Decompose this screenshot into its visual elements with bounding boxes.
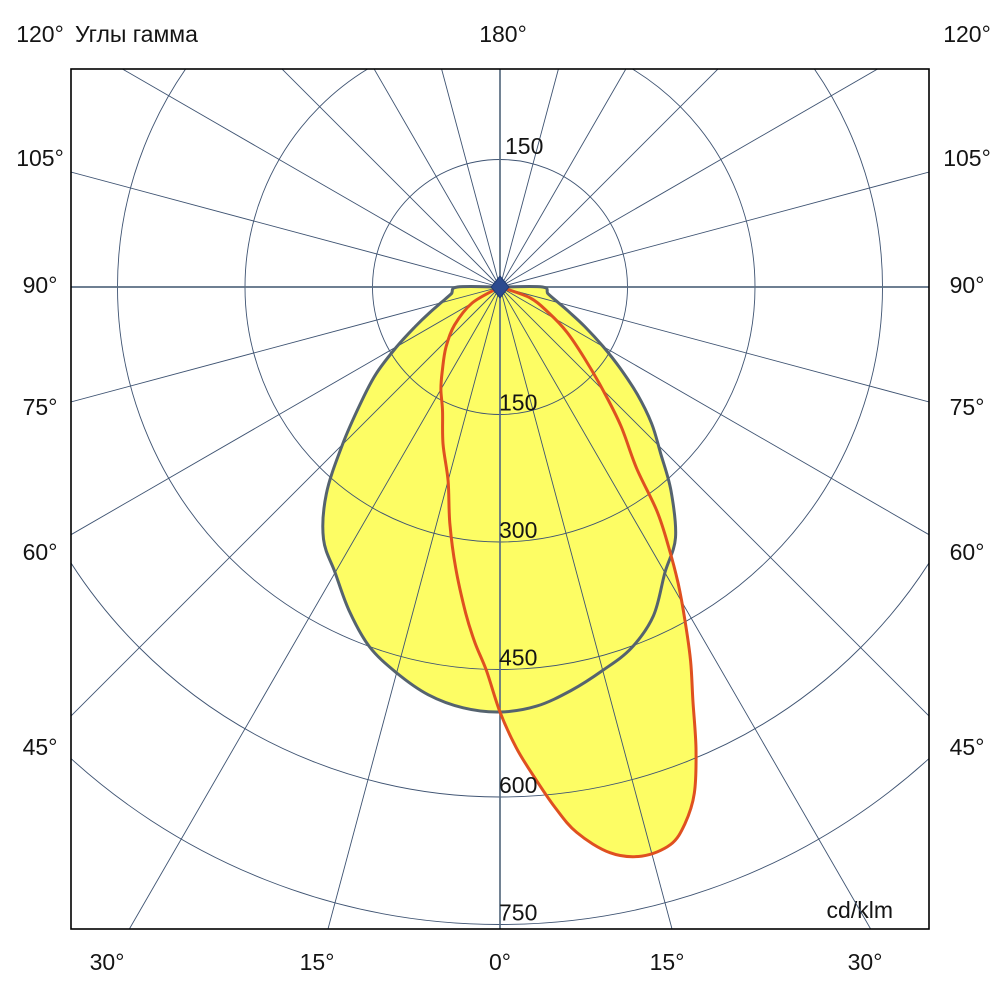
curve-2-red-fill [440, 287, 697, 857]
grid-ray [499, 69, 719, 288]
gamma-label-left: 75° [23, 394, 58, 420]
curve-1-blue-outline [321, 285, 678, 714]
gamma-label-left: 60° [23, 539, 58, 565]
gamma-label-right: 45° [950, 734, 985, 760]
center-marker [490, 275, 510, 299]
grid-ray [499, 286, 929, 403]
ring-label: 600 [499, 772, 537, 798]
gamma-label-left: 120° [16, 21, 64, 47]
grid-ray [71, 286, 501, 403]
gamma-label-top: 180° [479, 21, 527, 47]
gamma-label-bottom: 15° [650, 949, 685, 975]
grid-ray [373, 69, 501, 288]
gamma-label-right: 120° [943, 21, 991, 47]
gamma-label-right: 75° [950, 394, 985, 420]
grid-ray [327, 286, 501, 929]
grid-ray [121, 69, 501, 288]
grid-ray [499, 286, 929, 717]
chart-title: Углы гамма [75, 21, 198, 47]
gamma-label-bottom: 30° [90, 949, 125, 975]
grid-ray [71, 171, 501, 288]
gamma-label-bottom: 0° [489, 949, 511, 975]
gamma-label-bottom: 30° [848, 949, 883, 975]
grid-ray [499, 171, 929, 288]
ring-label: 750 [499, 900, 537, 926]
grid-ray [71, 286, 501, 717]
curve-2-red-outline [439, 285, 698, 859]
grid-ray [499, 69, 627, 288]
ring-label: 450 [499, 645, 537, 671]
plot-border [70, 68, 930, 930]
gamma-label-left: 45° [23, 734, 58, 760]
grid-ray [499, 286, 929, 536]
ring-label: 150 [499, 390, 537, 416]
grid-ray [499, 69, 559, 288]
ring-label-top: 150 [505, 133, 543, 159]
gamma-label-left: 90° [23, 272, 58, 298]
gamma-label-right: 105° [943, 145, 991, 171]
gamma-label-left: 105° [16, 145, 64, 171]
ring-label: 300 [499, 517, 537, 543]
gamma-label-right: 90° [950, 272, 985, 298]
gamma-label-bottom: 15° [300, 949, 335, 975]
grid-ray [281, 69, 501, 288]
grid-ray [499, 69, 879, 288]
grid-ray [128, 286, 501, 929]
grid-ray [499, 286, 673, 929]
grid-ray [441, 69, 501, 288]
gamma-label-right: 60° [950, 539, 985, 565]
grid-ray [499, 286, 872, 929]
grid-ray [71, 286, 501, 536]
